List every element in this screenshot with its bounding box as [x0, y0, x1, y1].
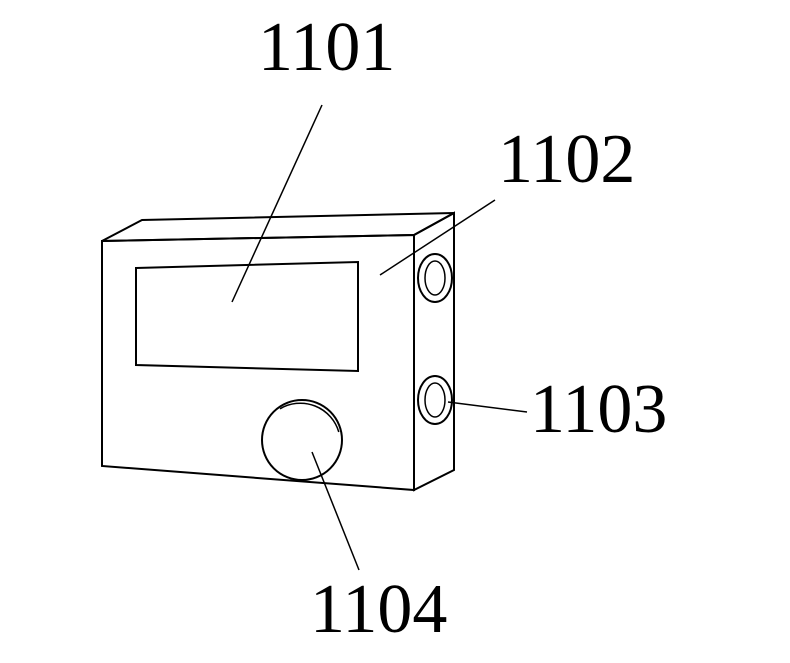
side-hole-top-inner [425, 261, 445, 295]
label-1101: 1101 [258, 8, 395, 88]
front-button-outer [262, 400, 342, 480]
leader-1101 [232, 105, 322, 302]
diagram-svg [0, 0, 790, 663]
device-top-face [102, 213, 454, 241]
leader-1104 [312, 452, 359, 570]
leader-1103 [448, 402, 527, 412]
label-1102: 1102 [498, 120, 635, 200]
side-hole-bottom-inner [425, 383, 445, 417]
front-button-highlight [280, 403, 339, 432]
device-front-face [102, 235, 414, 490]
device-screen [136, 262, 358, 371]
leader-1102 [380, 200, 495, 275]
label-1104: 1104 [310, 570, 447, 650]
label-1103: 1103 [530, 370, 667, 450]
